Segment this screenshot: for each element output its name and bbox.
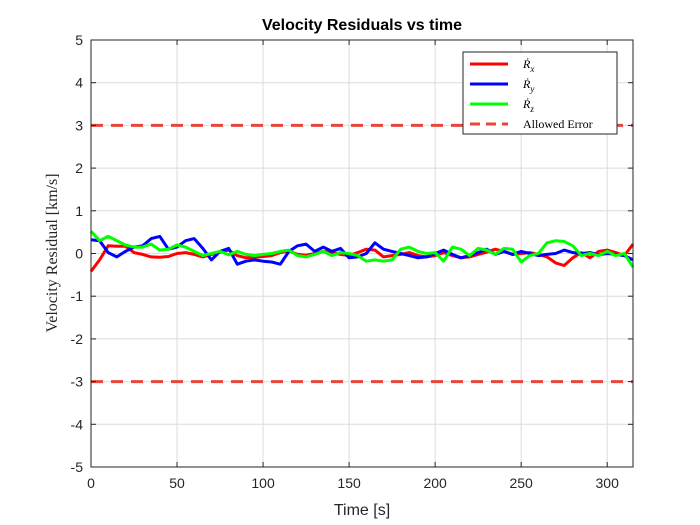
- x-tick-label: 300: [596, 475, 620, 491]
- x-tick-label: 50: [169, 475, 185, 491]
- y-tick-label: 4: [75, 75, 83, 91]
- series-line-z: [89, 230, 635, 268]
- y-tick-label: 5: [75, 32, 83, 48]
- y-tick-label: -1: [71, 288, 84, 304]
- y-tick-label: 1: [75, 203, 83, 219]
- x-axis-label: Time [s]: [334, 502, 390, 519]
- y-tick-label: 3: [75, 117, 83, 133]
- legend-label-base: Ṙ: [522, 77, 531, 91]
- y-tick-label: -5: [71, 459, 84, 475]
- x-tick-label: 150: [337, 475, 361, 491]
- chart-title: Velocity Residuals vs time: [262, 17, 462, 34]
- y-tick-label: 2: [75, 160, 83, 176]
- y-tick-label: 0: [75, 246, 83, 262]
- y-tick-label: -2: [71, 331, 84, 347]
- legend-label: Ṙz: [522, 97, 534, 114]
- legend-label-subscript: x: [529, 64, 534, 74]
- x-tick-labels: 0 50 100 150 200 250 300: [87, 475, 619, 491]
- legend-label-subscript: z: [529, 104, 534, 114]
- y-axis-label: Velocity Residual [km/s]: [44, 173, 61, 332]
- axis-ticks: [90, 39, 633, 468]
- x-tick-label: 250: [509, 475, 533, 491]
- legend-label: Ṙy: [522, 77, 534, 94]
- series-line-y: [90, 234, 634, 266]
- legend-label-base: Ṙ: [522, 57, 531, 71]
- legend-label: Ṙx: [522, 57, 534, 74]
- series-lines: [89, 230, 635, 273]
- legend-label-subscript: y: [529, 84, 534, 94]
- x-tick-label: 0: [87, 475, 95, 491]
- y-tick-label: -3: [71, 374, 84, 390]
- x-tick-label: 100: [251, 475, 275, 491]
- legend-label: Allowed Error: [523, 117, 593, 131]
- x-tick-label: 200: [423, 475, 447, 491]
- y-tick-label: -4: [71, 416, 84, 432]
- legend-label-base: Ṙ: [522, 97, 531, 111]
- y-tick-labels: 5 4 3 2 1 0 -1 -2 -3 -4 -5: [71, 32, 84, 475]
- legend-box: [462, 51, 618, 135]
